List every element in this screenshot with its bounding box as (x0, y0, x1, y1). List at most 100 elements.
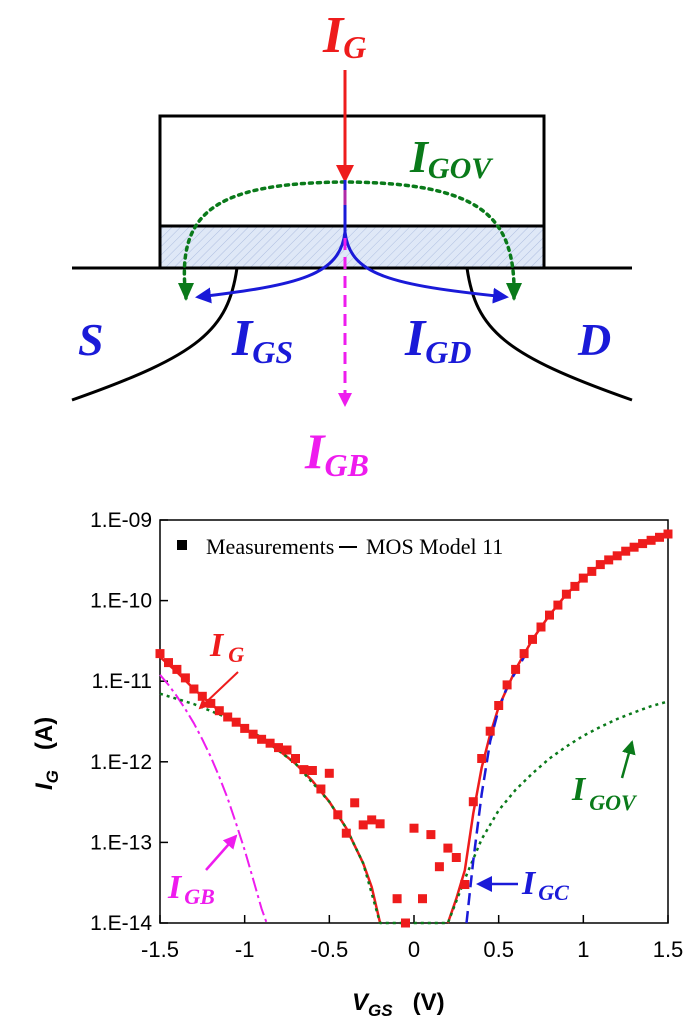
measurement-point (638, 539, 648, 549)
measurement-point (231, 717, 241, 727)
x-axis-label: VGS (V) (352, 989, 445, 1020)
x-tick-label: 0.5 (483, 937, 514, 962)
y-tick-label: 1.E-13 (90, 831, 152, 854)
x-tick-label: -1 (235, 937, 255, 962)
measurement-point (299, 765, 309, 775)
measurement-point (434, 862, 444, 872)
x-tick-label: 1 (577, 937, 589, 962)
source-junction-line (71, 267, 239, 402)
diagram-igs-label: IGS (231, 310, 293, 370)
measurement-point (341, 828, 351, 838)
measurement-point (519, 649, 529, 659)
diagram-source-label: S (78, 314, 104, 365)
legend-measurements-marker (177, 540, 187, 550)
measurement-point (663, 529, 673, 539)
measurement-point (595, 560, 605, 570)
diagram-drain-label: D (577, 314, 611, 365)
measurement-point (418, 894, 427, 904)
measurement-point (528, 634, 537, 644)
igc-model-line (465, 656, 526, 924)
measurement-point (629, 542, 639, 552)
x-tick-label: 0 (408, 937, 420, 962)
measurement-point (451, 853, 461, 862)
measurement-point (587, 566, 597, 576)
measurement-point (494, 701, 504, 710)
measurement-point (324, 768, 334, 778)
y-axis-label: IG(A) (31, 717, 62, 790)
igov-model-line (159, 692, 669, 925)
measurement-point (189, 684, 199, 694)
legend: Measurements MOS Model 11 (177, 534, 503, 559)
measurement-point (511, 664, 521, 674)
measurement-point (604, 555, 614, 565)
measurement-point (282, 745, 292, 755)
annotation-ig-arrow (198, 671, 239, 710)
y-tick-label: 1.E-11 (92, 670, 152, 693)
measurement-point (172, 664, 182, 674)
measurement-point (561, 589, 571, 599)
measurement-point (409, 823, 419, 833)
measurement-point (655, 532, 664, 542)
diagram-igb-label: IGB (304, 423, 369, 483)
measurement-point (367, 815, 377, 825)
x-ticks (159, 915, 669, 923)
annotation-igov-arrow (620, 740, 636, 779)
measurement-point (502, 680, 512, 690)
annotation-igov-label: I GOV (571, 771, 638, 815)
y-tick-labels: 1.E-09 1.E-10 1.E-11 1.E-12 1.E-13 1.E-14 (90, 509, 152, 935)
measurement-points (155, 529, 673, 928)
igd-current-path (343, 231, 509, 304)
diagram-ig-label: IG (322, 7, 366, 65)
measurement-point (621, 546, 631, 556)
measurement-point (358, 820, 368, 830)
y-tick-label: 1.E-12 (90, 751, 152, 774)
igb-model-line (159, 674, 268, 924)
measurement-point (460, 880, 470, 889)
y-tick-label: 1.E-09 (90, 509, 152, 532)
measurement-point (155, 649, 165, 659)
y-tick-label: 1.E-10 (90, 590, 152, 613)
device-diagram: IG IGOV S IGS IGD D IGB (71, 7, 633, 483)
chart: 1.E-09 1.E-10 1.E-11 1.E-12 1.E-13 1.E-14 -1.… (31, 509, 683, 1020)
measurement-point (545, 610, 554, 620)
measurement-point (316, 784, 326, 794)
measurement-point (536, 622, 546, 632)
gate-oxide (158, 224, 546, 270)
measurement-point (375, 819, 385, 829)
measurement-point (274, 743, 283, 753)
igov-left-arrowhead (178, 283, 194, 301)
drain-junction-line (465, 267, 633, 402)
x-tick-label: 1.5 (653, 937, 684, 962)
measurement-point (291, 754, 300, 763)
measurement-point (401, 918, 410, 928)
measurement-point (206, 698, 216, 708)
measurement-point (265, 738, 275, 748)
measurement-point (307, 766, 317, 775)
measurement-point (646, 535, 656, 545)
measurement-point (612, 551, 622, 561)
measurement-point (468, 797, 478, 807)
measurement-point (248, 729, 258, 739)
plot-area (159, 519, 669, 924)
measurement-point (164, 658, 173, 668)
measurement-point (485, 726, 495, 736)
measurement-point (578, 573, 588, 583)
measurement-point (553, 600, 563, 610)
x-tick-label: -0.5 (310, 937, 348, 962)
diagram-igov-label: IGOV (409, 131, 494, 185)
y-tick-label: 1.E-14 (90, 912, 152, 935)
measurement-point (197, 691, 207, 701)
igs-current-path (195, 231, 347, 304)
annotation-igb-label: I GB (167, 869, 215, 909)
annotation-igb-arrow (205, 834, 238, 871)
measurement-point (570, 581, 580, 591)
measurement-point (392, 894, 402, 904)
legend-model-label: MOS Model 11 (366, 534, 503, 559)
measurement-point (443, 843, 453, 853)
annotation-igc-label: I GC (521, 865, 569, 905)
measurement-point (223, 712, 233, 722)
x-tick-labels: -1.5 -1 -0.5 0 0.5 1 1.5 (141, 937, 683, 962)
measurement-point (180, 673, 190, 683)
